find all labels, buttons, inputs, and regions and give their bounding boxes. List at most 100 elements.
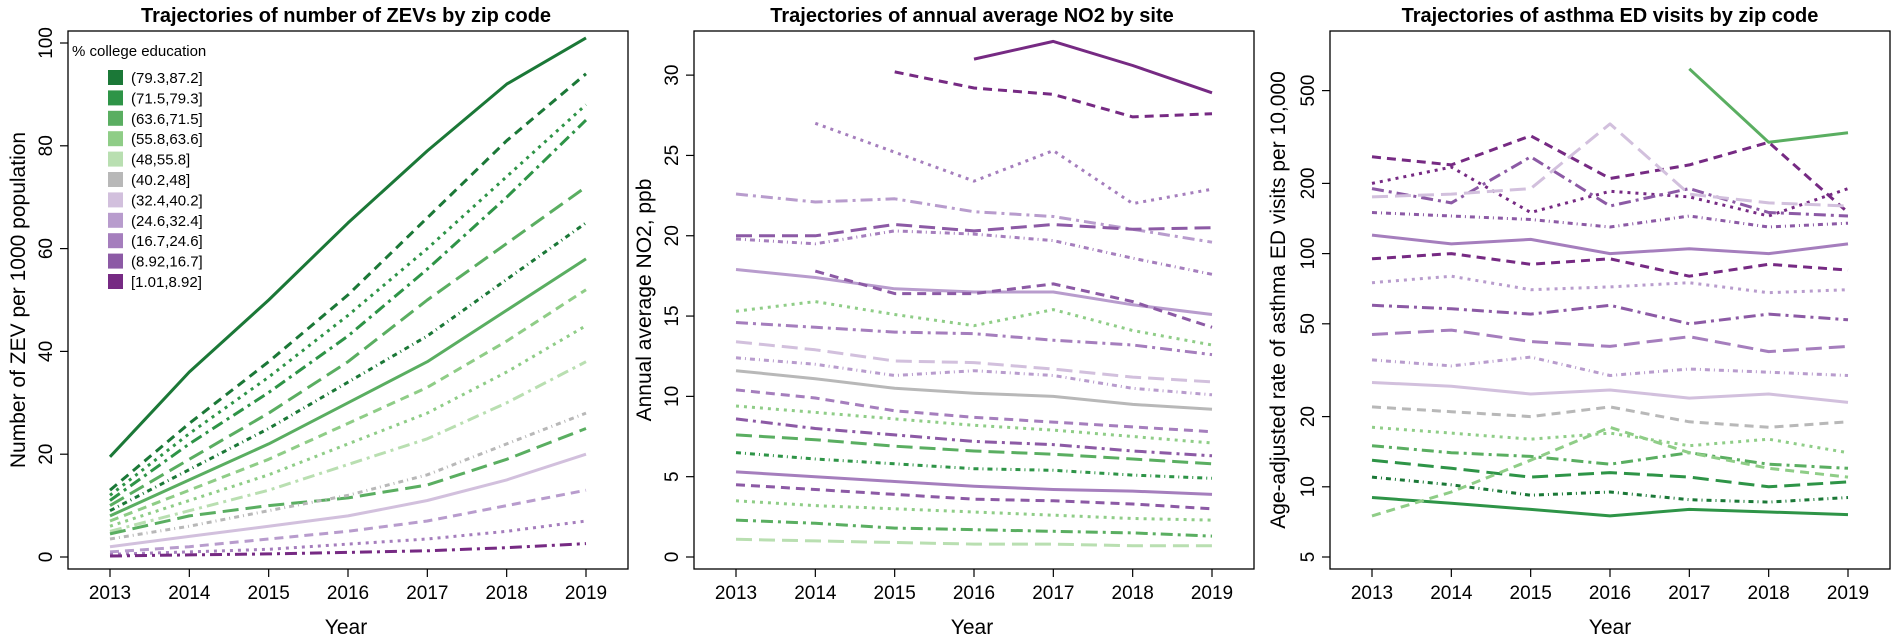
x-tick-label: 2013 xyxy=(1351,583,1393,604)
y-tick-label: 30 xyxy=(662,65,683,86)
series-line xyxy=(735,321,1213,357)
legend-swatch xyxy=(108,192,123,208)
x-tick-label: 2016 xyxy=(327,583,369,604)
x-tick-label: 2014 xyxy=(1430,583,1473,604)
series-line xyxy=(109,257,587,518)
series-line xyxy=(1371,252,1849,278)
y-tick-label: 60 xyxy=(36,238,57,259)
series-line xyxy=(735,518,1213,538)
series-line xyxy=(109,288,587,523)
legend-swatch xyxy=(108,233,123,249)
legend-label: (32.4,40.2] xyxy=(131,192,203,209)
y-tick-label: 10 xyxy=(662,386,683,407)
series-line xyxy=(735,388,1213,434)
x-tick-label: 2015 xyxy=(248,583,290,604)
panel-asthma-frame xyxy=(1329,30,1891,570)
y-tick-label: 25 xyxy=(662,145,683,166)
legend-entries: (79.3,87.2] (71.5,79.3] (63.6,71.5] (55.8,6… xyxy=(108,70,203,291)
x-tick-label: 2018 xyxy=(486,583,528,604)
series-line xyxy=(894,70,1213,119)
series-line xyxy=(735,470,1213,496)
panel-no2-ylabel: Annual average NO2, ppb xyxy=(633,179,656,422)
panel-zev: Trajectories of number of ZEVs by zip co… xyxy=(7,5,629,639)
y-tick-label: 20 xyxy=(1298,406,1319,427)
x-tick-label: 2019 xyxy=(1191,583,1233,604)
legend-label: (48,55.8] xyxy=(131,152,190,169)
panel-asthma-ylabel: Age-adjusted rate of asthma ED visits pe… xyxy=(1267,71,1290,529)
panel-asthma-xlabel: Year xyxy=(1589,616,1631,639)
panel-no2-xticks: 2013 2014 2015 2016 2017 2018 2019 xyxy=(715,569,1233,604)
panel-no2: Trajectories of annual average NO2 by si… xyxy=(633,5,1255,639)
series-line xyxy=(1371,233,1849,256)
x-tick-label: 2016 xyxy=(1589,583,1631,604)
series-line xyxy=(735,340,1213,384)
legend-label: (79.3,87.2] xyxy=(131,70,203,87)
y-tick-label: 20 xyxy=(36,444,57,465)
series-line xyxy=(1371,458,1849,489)
legend-swatch xyxy=(108,212,123,228)
series-line xyxy=(735,369,1213,411)
panel-no2-xlabel: Year xyxy=(951,616,993,639)
series-line xyxy=(109,488,587,554)
legend-label: (40.2,48] xyxy=(131,172,190,189)
x-tick-label: 2019 xyxy=(565,583,607,604)
series-line xyxy=(973,39,1213,95)
legend-swatch xyxy=(108,70,123,85)
x-tick-label: 2013 xyxy=(89,583,131,604)
panel-asthma-series xyxy=(1371,67,1849,518)
series-line xyxy=(735,268,1213,316)
series-line xyxy=(1371,405,1849,429)
legend-label: (8.92,16.7] xyxy=(131,254,203,271)
y-tick-label: 100 xyxy=(36,27,57,59)
series-line xyxy=(1371,496,1849,518)
panel-asthma-title: Trajectories of asthma ED visits by zip … xyxy=(1402,5,1819,27)
x-tick-label: 2017 xyxy=(1668,583,1710,604)
series-line xyxy=(109,411,587,541)
x-tick-label: 2018 xyxy=(1112,583,1154,604)
y-tick-label: 10 xyxy=(1298,476,1319,497)
series-line xyxy=(1688,67,1849,144)
series-line xyxy=(735,483,1213,511)
series-line xyxy=(814,121,1213,206)
legend-swatch xyxy=(108,151,123,167)
series-line xyxy=(735,229,1213,276)
legend: % college education (79.3,87.2] (71.5,79.… xyxy=(72,43,206,291)
series-line xyxy=(1371,274,1849,295)
series-line xyxy=(109,542,587,558)
panel-no2-yticks: 0 5 10 15 20 25 30 xyxy=(662,65,694,562)
y-tick-label: 5 xyxy=(1298,552,1319,563)
y-tick-label: 0 xyxy=(36,552,57,563)
legend-label: (16.7,24.6] xyxy=(131,233,203,250)
legend-label: (55.8,63.6] xyxy=(131,131,203,148)
y-tick-label: 20 xyxy=(662,225,683,246)
series-line xyxy=(735,356,1213,397)
legend-swatch xyxy=(108,274,123,289)
series-line xyxy=(1371,425,1849,455)
series-line xyxy=(735,192,1213,244)
y-tick-label: 100 xyxy=(1298,238,1319,270)
x-tick-label: 2014 xyxy=(794,583,837,604)
panel-asthma-yticks: 5 10 20 50 100 200 500 xyxy=(1298,75,1330,563)
series-line xyxy=(735,417,1213,458)
panel-zev-series xyxy=(108,36,588,558)
legend-label: (63.6,71.5] xyxy=(131,111,203,128)
series-line xyxy=(735,537,1212,548)
legend-label: [1.01,8.92] xyxy=(131,274,202,291)
series-line xyxy=(1371,211,1849,229)
series-line xyxy=(109,103,588,497)
panel-asthma-xticks: 2013 2014 2015 2016 2017 2018 2019 xyxy=(1351,569,1869,604)
x-tick-label: 2017 xyxy=(1032,583,1074,604)
panel-zev-xlabel: Year xyxy=(325,616,367,639)
legend-swatch xyxy=(108,172,123,187)
series-line xyxy=(735,404,1213,445)
legend-label: (24.6,32.4] xyxy=(131,213,203,230)
series-line xyxy=(109,221,587,513)
series-line xyxy=(735,300,1213,347)
y-tick-label: 5 xyxy=(662,471,683,482)
legend-label: (71.5,79.3] xyxy=(131,90,203,107)
legend-swatch xyxy=(108,110,123,126)
y-tick-label: 15 xyxy=(662,305,683,326)
x-tick-label: 2019 xyxy=(1827,583,1869,604)
panel-no2-frame xyxy=(693,30,1255,570)
